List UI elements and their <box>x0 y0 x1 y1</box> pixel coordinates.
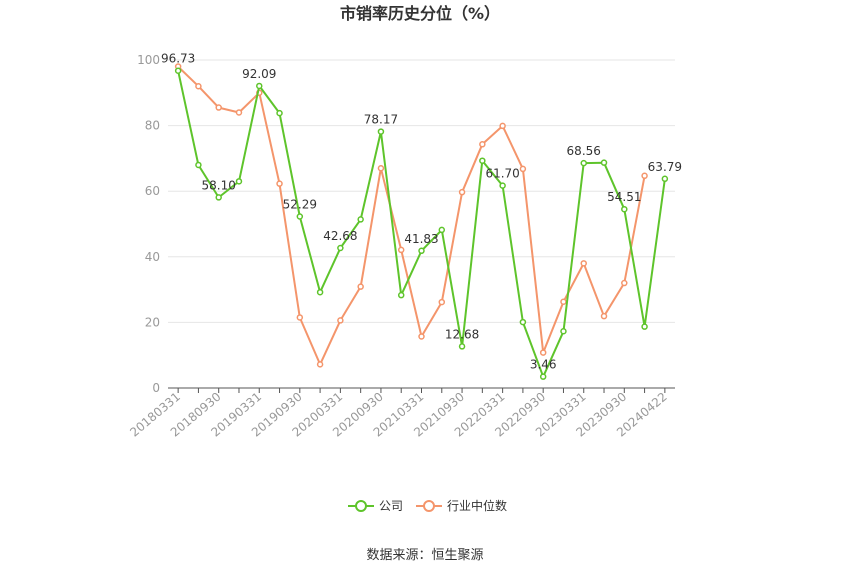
data-point[interactable] <box>195 82 202 90</box>
data-point[interactable] <box>539 373 547 380</box>
data-point[interactable] <box>296 213 304 220</box>
legend-item-0[interactable]: 公司 <box>348 499 403 513</box>
chart-title: 市销率历史分位（%） <box>340 4 500 23</box>
x-axis: 2018033120180930201903312019093020200331… <box>127 388 670 440</box>
data-point[interactable] <box>256 82 263 90</box>
series-line-1 <box>177 65 646 366</box>
data-point[interactable] <box>499 182 506 189</box>
data-point[interactable] <box>357 216 364 223</box>
data-point[interactable] <box>397 291 405 299</box>
data-point[interactable] <box>560 328 567 335</box>
data-point[interactable] <box>377 128 385 135</box>
series-layer <box>174 63 669 380</box>
legend-label: 行业中位数 <box>447 498 507 513</box>
data-label: 3.46 <box>530 358 557 372</box>
data-point[interactable] <box>397 246 405 254</box>
data-label: 68.56 <box>567 144 601 158</box>
legend-item-1[interactable]: 行业中位数 <box>416 498 507 513</box>
data-point[interactable] <box>418 333 425 340</box>
y-tick-label: 0 <box>152 381 160 395</box>
data-point[interactable] <box>560 298 567 305</box>
data-label: 61.70 <box>485 167 519 181</box>
data-point[interactable] <box>276 109 283 117</box>
series-line-0 <box>177 70 666 378</box>
y-tick-label: 20 <box>145 315 160 329</box>
legend[interactable]: 公司 行业中位数 <box>348 498 507 513</box>
data-point[interactable] <box>519 165 527 173</box>
data-point[interactable] <box>458 343 466 350</box>
grid <box>168 59 675 323</box>
data-point[interactable] <box>296 314 304 321</box>
data-point[interactable] <box>539 349 547 356</box>
data-point[interactable] <box>357 283 364 290</box>
data-point[interactable] <box>215 104 222 111</box>
data-label: 96.73 <box>161 52 195 66</box>
source-text: 数据来源：恒生聚源 <box>366 548 483 563</box>
data-point[interactable] <box>600 312 608 320</box>
data-point[interactable] <box>276 180 283 187</box>
data-point[interactable] <box>235 178 243 185</box>
data-point[interactable] <box>641 323 648 330</box>
data-label: 42.68 <box>323 229 357 243</box>
data-point[interactable] <box>316 361 324 368</box>
legend-marker <box>355 500 367 512</box>
data-point[interactable] <box>458 188 466 196</box>
data-point[interactable] <box>600 159 608 166</box>
data-point[interactable] <box>337 317 344 324</box>
data-label: 63.79 <box>648 160 682 174</box>
data-point[interactable] <box>337 244 344 252</box>
data-label: 41.83 <box>404 232 438 246</box>
data-point[interactable] <box>519 318 527 326</box>
data-point[interactable] <box>580 260 587 267</box>
data-point[interactable] <box>418 247 425 255</box>
data-point[interactable] <box>438 226 446 234</box>
legend-marker <box>423 500 435 512</box>
y-tick-label: 80 <box>145 119 160 133</box>
data-point[interactable] <box>499 122 506 130</box>
y-axis: 0 20 40 60 80 100 <box>137 53 160 395</box>
data-point[interactable] <box>661 175 669 183</box>
data-point[interactable] <box>479 157 486 164</box>
y-tick-label: 40 <box>145 250 160 264</box>
data-point[interactable] <box>580 159 587 167</box>
data-labels: 96.73 58.10 92.09 52.29 42.68 78.17 41.83 12.68… <box>161 52 682 372</box>
data-point[interactable] <box>174 67 182 74</box>
data-label: 12.68 <box>445 327 479 341</box>
y-tick-label: 100 <box>137 53 160 67</box>
data-point[interactable] <box>195 161 202 169</box>
data-point[interactable] <box>479 141 486 148</box>
data-point[interactable] <box>621 205 628 213</box>
data-point[interactable] <box>621 279 628 287</box>
legend-label: 公司 <box>379 499 403 513</box>
y-tick-label: 60 <box>145 184 160 198</box>
data-label: 52.29 <box>283 197 317 211</box>
data-label: 58.10 <box>202 178 236 192</box>
data-point[interactable] <box>438 298 446 306</box>
data-point[interactable] <box>316 288 324 296</box>
data-point[interactable] <box>215 194 222 201</box>
data-point[interactable] <box>641 172 648 180</box>
data-label: 78.17 <box>364 113 398 127</box>
data-label: 92.09 <box>242 67 276 81</box>
data-point[interactable] <box>377 164 385 172</box>
data-point[interactable] <box>235 109 243 116</box>
data-label: 54.51 <box>607 190 641 204</box>
